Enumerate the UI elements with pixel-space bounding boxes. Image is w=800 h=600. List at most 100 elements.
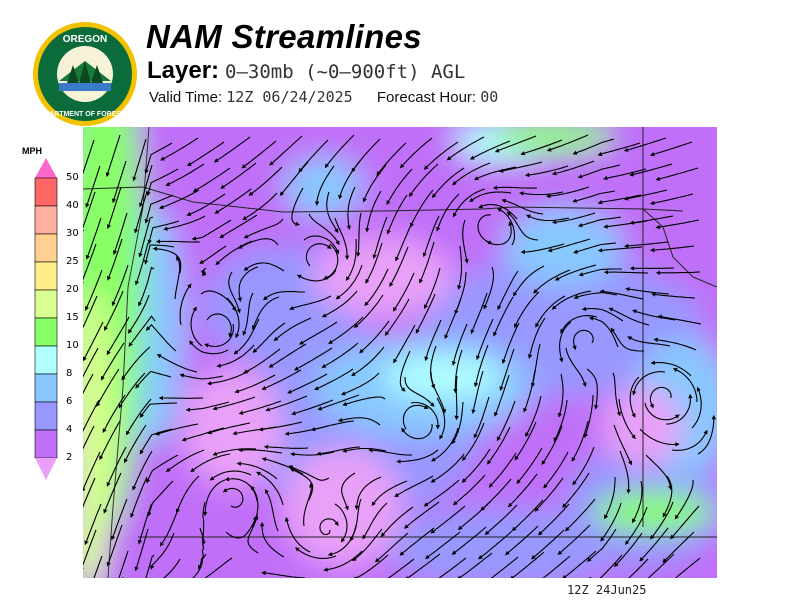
- legend-tick: 2: [66, 452, 73, 463]
- streamline: [321, 290, 358, 318]
- streamline: [425, 531, 461, 560]
- streamline: [541, 425, 563, 466]
- streamline: [628, 558, 649, 578]
- streamline: [200, 267, 207, 277]
- streamline: [93, 555, 103, 578]
- streamline: [106, 316, 130, 356]
- streamline: [186, 193, 226, 216]
- streamline: [263, 444, 309, 450]
- streamline: [572, 446, 595, 486]
- streamline: [247, 514, 259, 554]
- streamline: [477, 214, 493, 245]
- streamline: [258, 421, 303, 432]
- streamline: [545, 186, 590, 199]
- streamline: [409, 189, 434, 228]
- streamline: [493, 296, 514, 337]
- streamline: [132, 138, 147, 182]
- streamline: [560, 315, 598, 334]
- streamline: [269, 135, 303, 166]
- streamline: [485, 221, 513, 246]
- streamline: [612, 372, 622, 417]
- streamline: [506, 211, 539, 241]
- streamline: [456, 552, 493, 578]
- streamline: [106, 446, 127, 487]
- streamline: [346, 186, 356, 230]
- streamline: [139, 428, 173, 455]
- streamline: [334, 217, 350, 260]
- streamline: [564, 498, 596, 532]
- legend-swatch: [34, 373, 58, 403]
- streamline: [520, 243, 565, 255]
- streamline: [214, 188, 252, 214]
- streamline: [243, 348, 281, 374]
- streamline: [83, 243, 97, 286]
- streamline: [457, 245, 463, 290]
- streamline: [371, 480, 408, 507]
- streamline: [490, 556, 519, 578]
- streamline: [213, 136, 251, 163]
- streamline: [376, 142, 407, 176]
- streamline: [671, 429, 708, 451]
- streamline: [163, 215, 206, 231]
- streamline: [469, 191, 512, 203]
- streamline: [237, 238, 279, 249]
- streamline: [386, 194, 408, 235]
- streamline: [215, 240, 253, 266]
- streamline: [573, 242, 617, 254]
- streamline: [410, 401, 441, 430]
- streamline: [572, 190, 616, 203]
- streamline: [393, 324, 416, 364]
- streamline: [632, 480, 643, 524]
- streamline: [351, 138, 381, 173]
- streamline: [189, 340, 229, 355]
- streamline: [102, 394, 126, 434]
- streamline: [284, 516, 311, 553]
- streamline: [494, 374, 510, 417]
- legend-tick: 30: [66, 228, 79, 239]
- streamline: [571, 420, 589, 462]
- streamline: [623, 189, 668, 201]
- streamline: [599, 554, 623, 578]
- streamline: [204, 323, 234, 348]
- streamline: [134, 190, 148, 234]
- streamline: [454, 375, 459, 421]
- streamline: [553, 399, 568, 442]
- legend-arrow-bottom: [35, 458, 57, 480]
- streamline: [387, 558, 415, 578]
- streamline: [625, 286, 670, 295]
- streamline: [655, 167, 699, 181]
- streamline: [181, 427, 225, 442]
- legend-swatch: [34, 205, 58, 235]
- streamline: [248, 166, 283, 196]
- streamline: [236, 461, 278, 480]
- legend-tick: 4: [66, 424, 73, 435]
- streamline: [190, 306, 203, 347]
- streamline: [551, 212, 596, 225]
- streamline: [259, 521, 285, 558]
- streamline: [623, 137, 667, 152]
- streamline: [83, 295, 98, 329]
- streamline: [85, 217, 102, 260]
- streamline: [423, 141, 459, 170]
- streamline: [551, 160, 595, 176]
- streamline: [497, 208, 516, 246]
- streamline: [651, 292, 696, 299]
- streamline: [650, 360, 692, 377]
- streamline: [436, 193, 460, 232]
- streamline: [364, 268, 389, 307]
- streamlines: [83, 134, 716, 578]
- streamline: [629, 376, 640, 418]
- streamline: [323, 243, 339, 280]
- streamline: [243, 218, 284, 239]
- streamline: [192, 167, 231, 192]
- streamline: [492, 185, 538, 190]
- page-title: NAM Streamlines: [146, 18, 422, 55]
- streamline: [156, 354, 198, 373]
- streamline: [507, 473, 538, 508]
- streamline: [608, 307, 650, 326]
- streamline: [386, 168, 413, 206]
- streamline: [145, 554, 155, 578]
- streamline: [392, 272, 415, 312]
- streamline: [483, 266, 495, 310]
- streamline: [238, 400, 282, 415]
